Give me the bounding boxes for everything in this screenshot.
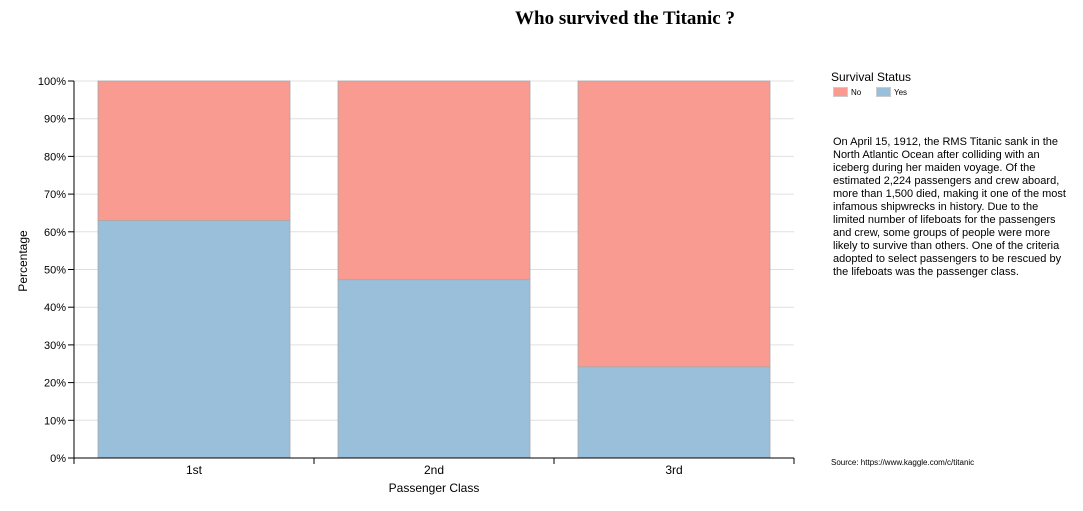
y-tick-label: 50% (44, 265, 66, 277)
y-tick-label: 30% (44, 340, 66, 352)
legend-item-no: No (833, 87, 861, 97)
bar-1st-yes (97, 220, 291, 459)
chart-title: Who survived the Titanic ? (515, 8, 735, 29)
bar-3rd-no (577, 80, 771, 368)
stacked-bar-chart: 0% 10% 20% 30% 40% 50% 60% 70% 80% 90% 100% 1st 2nd 3… (16, 76, 795, 495)
bar-1st-no (97, 80, 291, 221)
x-axis-label: Passenger Class (389, 481, 480, 495)
bar-layer (97, 80, 771, 459)
y-tick-label: 20% (44, 378, 66, 390)
x-tick-label: 1st (186, 463, 203, 477)
legend-swatch-yes (876, 87, 891, 97)
y-axis-label: Percentage (16, 230, 30, 292)
y-tick-label: 40% (44, 302, 66, 314)
description-text: On April 15, 1912, the RMS Titanic sank … (833, 136, 1066, 278)
source-note: Source: https://www.kaggle.com/c/titanic (831, 458, 975, 467)
legend-label-yes: Yes (894, 87, 908, 97)
legend-swatch-no (833, 87, 848, 97)
y-tick-label: 10% (44, 415, 66, 427)
axis-layer: 0% 10% 20% 30% 40% 50% 60% 70% 80% 90% 100% 1st 2nd 3… (38, 76, 795, 477)
y-tick-label: 90% (44, 114, 66, 126)
x-tick-label: 2nd (424, 463, 444, 477)
y-tick-label: 0% (50, 453, 66, 465)
bar-2nd-no (337, 80, 531, 281)
legend-title: Survival Status (831, 70, 912, 84)
bar-3rd-yes (577, 366, 771, 459)
y-tick-label: 100% (38, 76, 66, 88)
x-tick-label: 3rd (665, 463, 682, 477)
y-tick-label: 60% (44, 227, 66, 239)
legend-item-yes: Yes (876, 87, 907, 97)
y-tick-label: 80% (44, 151, 66, 163)
y-tick-label: 70% (44, 189, 66, 201)
legend-label-no: No (851, 87, 862, 97)
bar-2nd-yes (337, 279, 531, 459)
